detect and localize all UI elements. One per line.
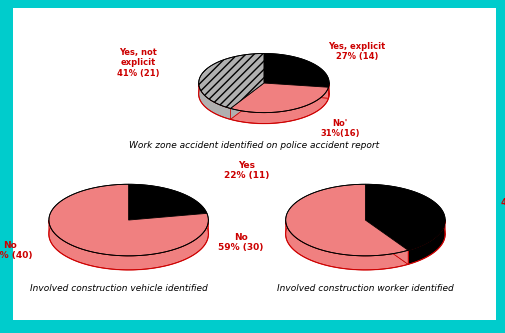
Polygon shape <box>49 220 208 270</box>
Polygon shape <box>198 54 264 109</box>
Polygon shape <box>230 83 328 113</box>
Polygon shape <box>198 83 230 119</box>
Polygon shape <box>365 220 408 264</box>
Polygon shape <box>49 198 208 270</box>
Polygon shape <box>365 220 408 264</box>
Polygon shape <box>198 64 329 124</box>
Text: Involved construction vehicle identified: Involved construction vehicle identified <box>30 284 208 293</box>
Polygon shape <box>264 83 328 98</box>
Text: Work zone accident identified on police accident report: Work zone accident identified on police … <box>129 141 379 150</box>
Text: No'
31%(16): No' 31%(16) <box>320 119 360 138</box>
Polygon shape <box>264 54 329 87</box>
Text: No
78% (40): No 78% (40) <box>0 241 33 260</box>
Polygon shape <box>230 83 264 119</box>
Text: Yes, explicit
27% (14): Yes, explicit 27% (14) <box>327 42 385 61</box>
Text: Involved construction worker identified: Involved construction worker identified <box>276 284 453 293</box>
Polygon shape <box>128 184 207 220</box>
Polygon shape <box>230 83 264 119</box>
Text: Yes
22% (11): Yes 22% (11) <box>224 161 269 180</box>
Polygon shape <box>285 220 408 270</box>
Polygon shape <box>408 220 444 264</box>
Polygon shape <box>285 198 444 270</box>
Polygon shape <box>328 83 329 98</box>
Polygon shape <box>230 87 328 124</box>
Text: No
59% (30): No 59% (30) <box>217 233 263 252</box>
Polygon shape <box>285 184 408 256</box>
Polygon shape <box>365 184 444 250</box>
Text: Yes
41% (21): Yes 41% (21) <box>500 188 505 207</box>
Polygon shape <box>264 83 328 98</box>
Text: Yes, not
explicit
41% (21): Yes, not explicit 41% (21) <box>117 48 159 78</box>
Polygon shape <box>49 184 208 256</box>
